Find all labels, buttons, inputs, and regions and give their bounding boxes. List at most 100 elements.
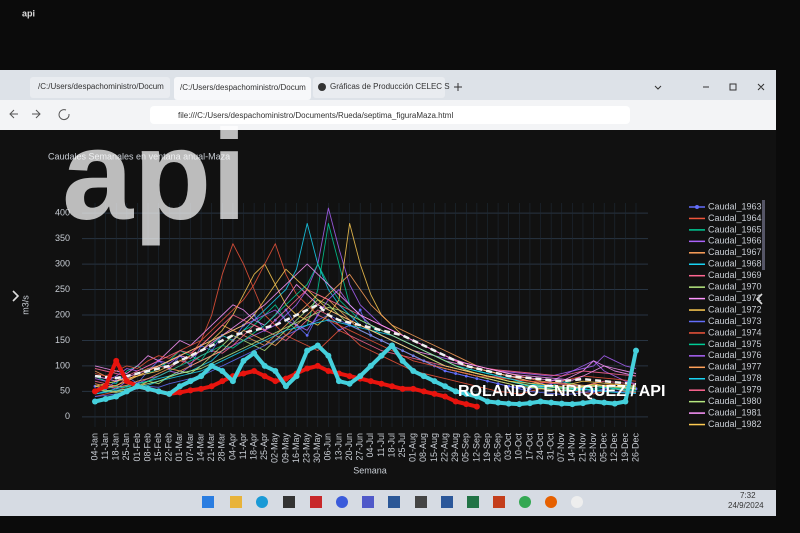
series-marker bbox=[272, 378, 279, 385]
series-marker bbox=[537, 398, 544, 405]
legend-label[interactable]: Caudal_1978 bbox=[708, 373, 762, 383]
nav-buttons[interactable] bbox=[9, 109, 70, 121]
y-tick-label: 350 bbox=[55, 233, 70, 243]
legend-label[interactable]: Caudal_1968 bbox=[708, 259, 762, 269]
legend-label[interactable]: Caudal_1963 bbox=[708, 201, 762, 211]
legend-label[interactable]: Caudal_1975 bbox=[708, 339, 762, 349]
x-tick-label: 08-Aug bbox=[418, 433, 428, 462]
legend-label[interactable]: Caudal_1981 bbox=[708, 407, 762, 417]
x-tick-label: 13-Jun bbox=[333, 433, 343, 461]
tab[interactable] bbox=[30, 77, 170, 98]
legend-scrollbar[interactable] bbox=[762, 200, 765, 270]
series-marker bbox=[208, 383, 215, 390]
x-tick-label: 25-Jan bbox=[121, 433, 131, 461]
series-marker bbox=[590, 398, 597, 405]
legend-label[interactable]: Caudal_1971 bbox=[708, 293, 762, 303]
legend-label[interactable]: Caudal_1967 bbox=[708, 247, 762, 257]
x-axis-title: Semana bbox=[353, 465, 387, 475]
legend-label[interactable]: Caudal_1969 bbox=[708, 270, 762, 280]
x-tick-label: 01-Mar bbox=[174, 433, 184, 462]
series-marker bbox=[601, 399, 608, 406]
series-marker bbox=[442, 393, 449, 400]
x-tick-label: 22-Feb bbox=[164, 433, 174, 462]
series-marker bbox=[123, 388, 130, 395]
legend-label[interactable]: Caudal_1982 bbox=[708, 419, 762, 429]
x-tick-label: 24-Oct bbox=[535, 433, 545, 461]
tab-title[interactable]: Gráficas de Producción CELEC S bbox=[330, 82, 450, 91]
series-line bbox=[94, 314, 637, 397]
legend-label[interactable]: Caudal_1976 bbox=[708, 350, 762, 360]
address-box[interactable] bbox=[150, 106, 630, 124]
x-tick-label: 04-Apr bbox=[227, 433, 237, 460]
series-marker bbox=[166, 390, 173, 397]
series-marker bbox=[92, 398, 98, 405]
legend-label[interactable]: Caudal_1966 bbox=[708, 236, 762, 246]
legend-label[interactable]: Caudal_1964 bbox=[708, 213, 762, 223]
series-marker bbox=[325, 352, 332, 359]
series-marker bbox=[346, 373, 353, 380]
x-tick-label: 11-Jan bbox=[100, 433, 110, 460]
x-tick-label: 02-May bbox=[270, 433, 280, 464]
series-marker bbox=[399, 385, 406, 392]
y-tick-label: 250 bbox=[55, 284, 70, 294]
series-marker bbox=[367, 378, 374, 385]
x-tick-label: 19-Dec bbox=[620, 433, 630, 463]
tab[interactable] bbox=[174, 77, 311, 100]
series-marker bbox=[293, 373, 300, 380]
window-controls[interactable] bbox=[654, 83, 765, 91]
address[interactable]: file:///C:/Users/despachoministro/Docume… bbox=[178, 111, 453, 120]
legend-label[interactable]: Caudal_1965 bbox=[708, 224, 762, 234]
series-marker bbox=[229, 378, 236, 385]
y-tick-label: 100 bbox=[55, 360, 70, 370]
series-marker bbox=[176, 383, 183, 390]
browser-chrome: /C:/Users/despachoministro/Docum /C:/Use… bbox=[0, 70, 776, 516]
legend-label[interactable]: Caudal_1974 bbox=[708, 327, 762, 337]
x-tick-label: 11-Jul bbox=[376, 433, 386, 457]
x-tick-label: 11-Apr bbox=[238, 433, 248, 459]
watermark-logo: api bbox=[62, 104, 247, 247]
series-marker bbox=[357, 373, 364, 380]
series-marker bbox=[113, 357, 120, 364]
slide-arrows[interactable] bbox=[12, 290, 763, 305]
series-marker bbox=[219, 378, 226, 385]
series-marker bbox=[558, 400, 565, 407]
series-marker bbox=[420, 373, 427, 380]
series-marker bbox=[505, 400, 512, 407]
series-line bbox=[94, 268, 637, 387]
tab-title[interactable]: /C:/Users/despachoministro/Docum bbox=[38, 82, 164, 91]
series-marker bbox=[526, 400, 533, 407]
new-tab[interactable] bbox=[454, 83, 462, 91]
x-tick-label: 05-Sep bbox=[461, 433, 471, 462]
x-tick-label: 23-May bbox=[302, 433, 312, 464]
x-tick-label: 01-Feb bbox=[132, 433, 142, 462]
x-tick-label: 17-Oct bbox=[524, 433, 534, 461]
legend-label[interactable]: Caudal_1979 bbox=[708, 385, 762, 395]
legend-label[interactable]: Caudal_1973 bbox=[708, 316, 762, 326]
x-tick-label: 21-Nov bbox=[577, 433, 587, 463]
series-marker bbox=[602, 387, 606, 391]
series-marker bbox=[251, 350, 258, 357]
series-marker bbox=[335, 378, 342, 385]
series-marker bbox=[611, 400, 618, 407]
legend-label[interactable]: Caudal_1970 bbox=[708, 282, 762, 292]
x-tick-label: 18-Jul bbox=[386, 433, 396, 458]
series-marker bbox=[622, 398, 629, 405]
legend-label[interactable]: Caudal_1972 bbox=[708, 304, 762, 314]
series-line bbox=[94, 303, 637, 386]
series-marker bbox=[325, 368, 332, 374]
taskbar-icons[interactable] bbox=[202, 496, 583, 508]
series-marker bbox=[495, 399, 502, 406]
series-marker bbox=[410, 368, 417, 374]
x-tick-label: 20-Jun bbox=[344, 433, 354, 461]
series-marker bbox=[176, 389, 183, 396]
tab[interactable] bbox=[313, 77, 445, 98]
y-tick-label: 0 bbox=[65, 411, 70, 421]
x-tick-label: 28-Mar bbox=[217, 433, 227, 462]
series-marker bbox=[102, 383, 109, 390]
legend-label[interactable]: Caudal_1977 bbox=[708, 362, 762, 372]
series-marker bbox=[251, 368, 258, 374]
series-marker bbox=[314, 362, 321, 369]
x-tick-label: 05-Dec bbox=[599, 433, 609, 463]
tab-title[interactable]: /C:/Users/despachoministro/Docum bbox=[180, 83, 306, 92]
legend-label[interactable]: Caudal_1980 bbox=[708, 396, 762, 406]
